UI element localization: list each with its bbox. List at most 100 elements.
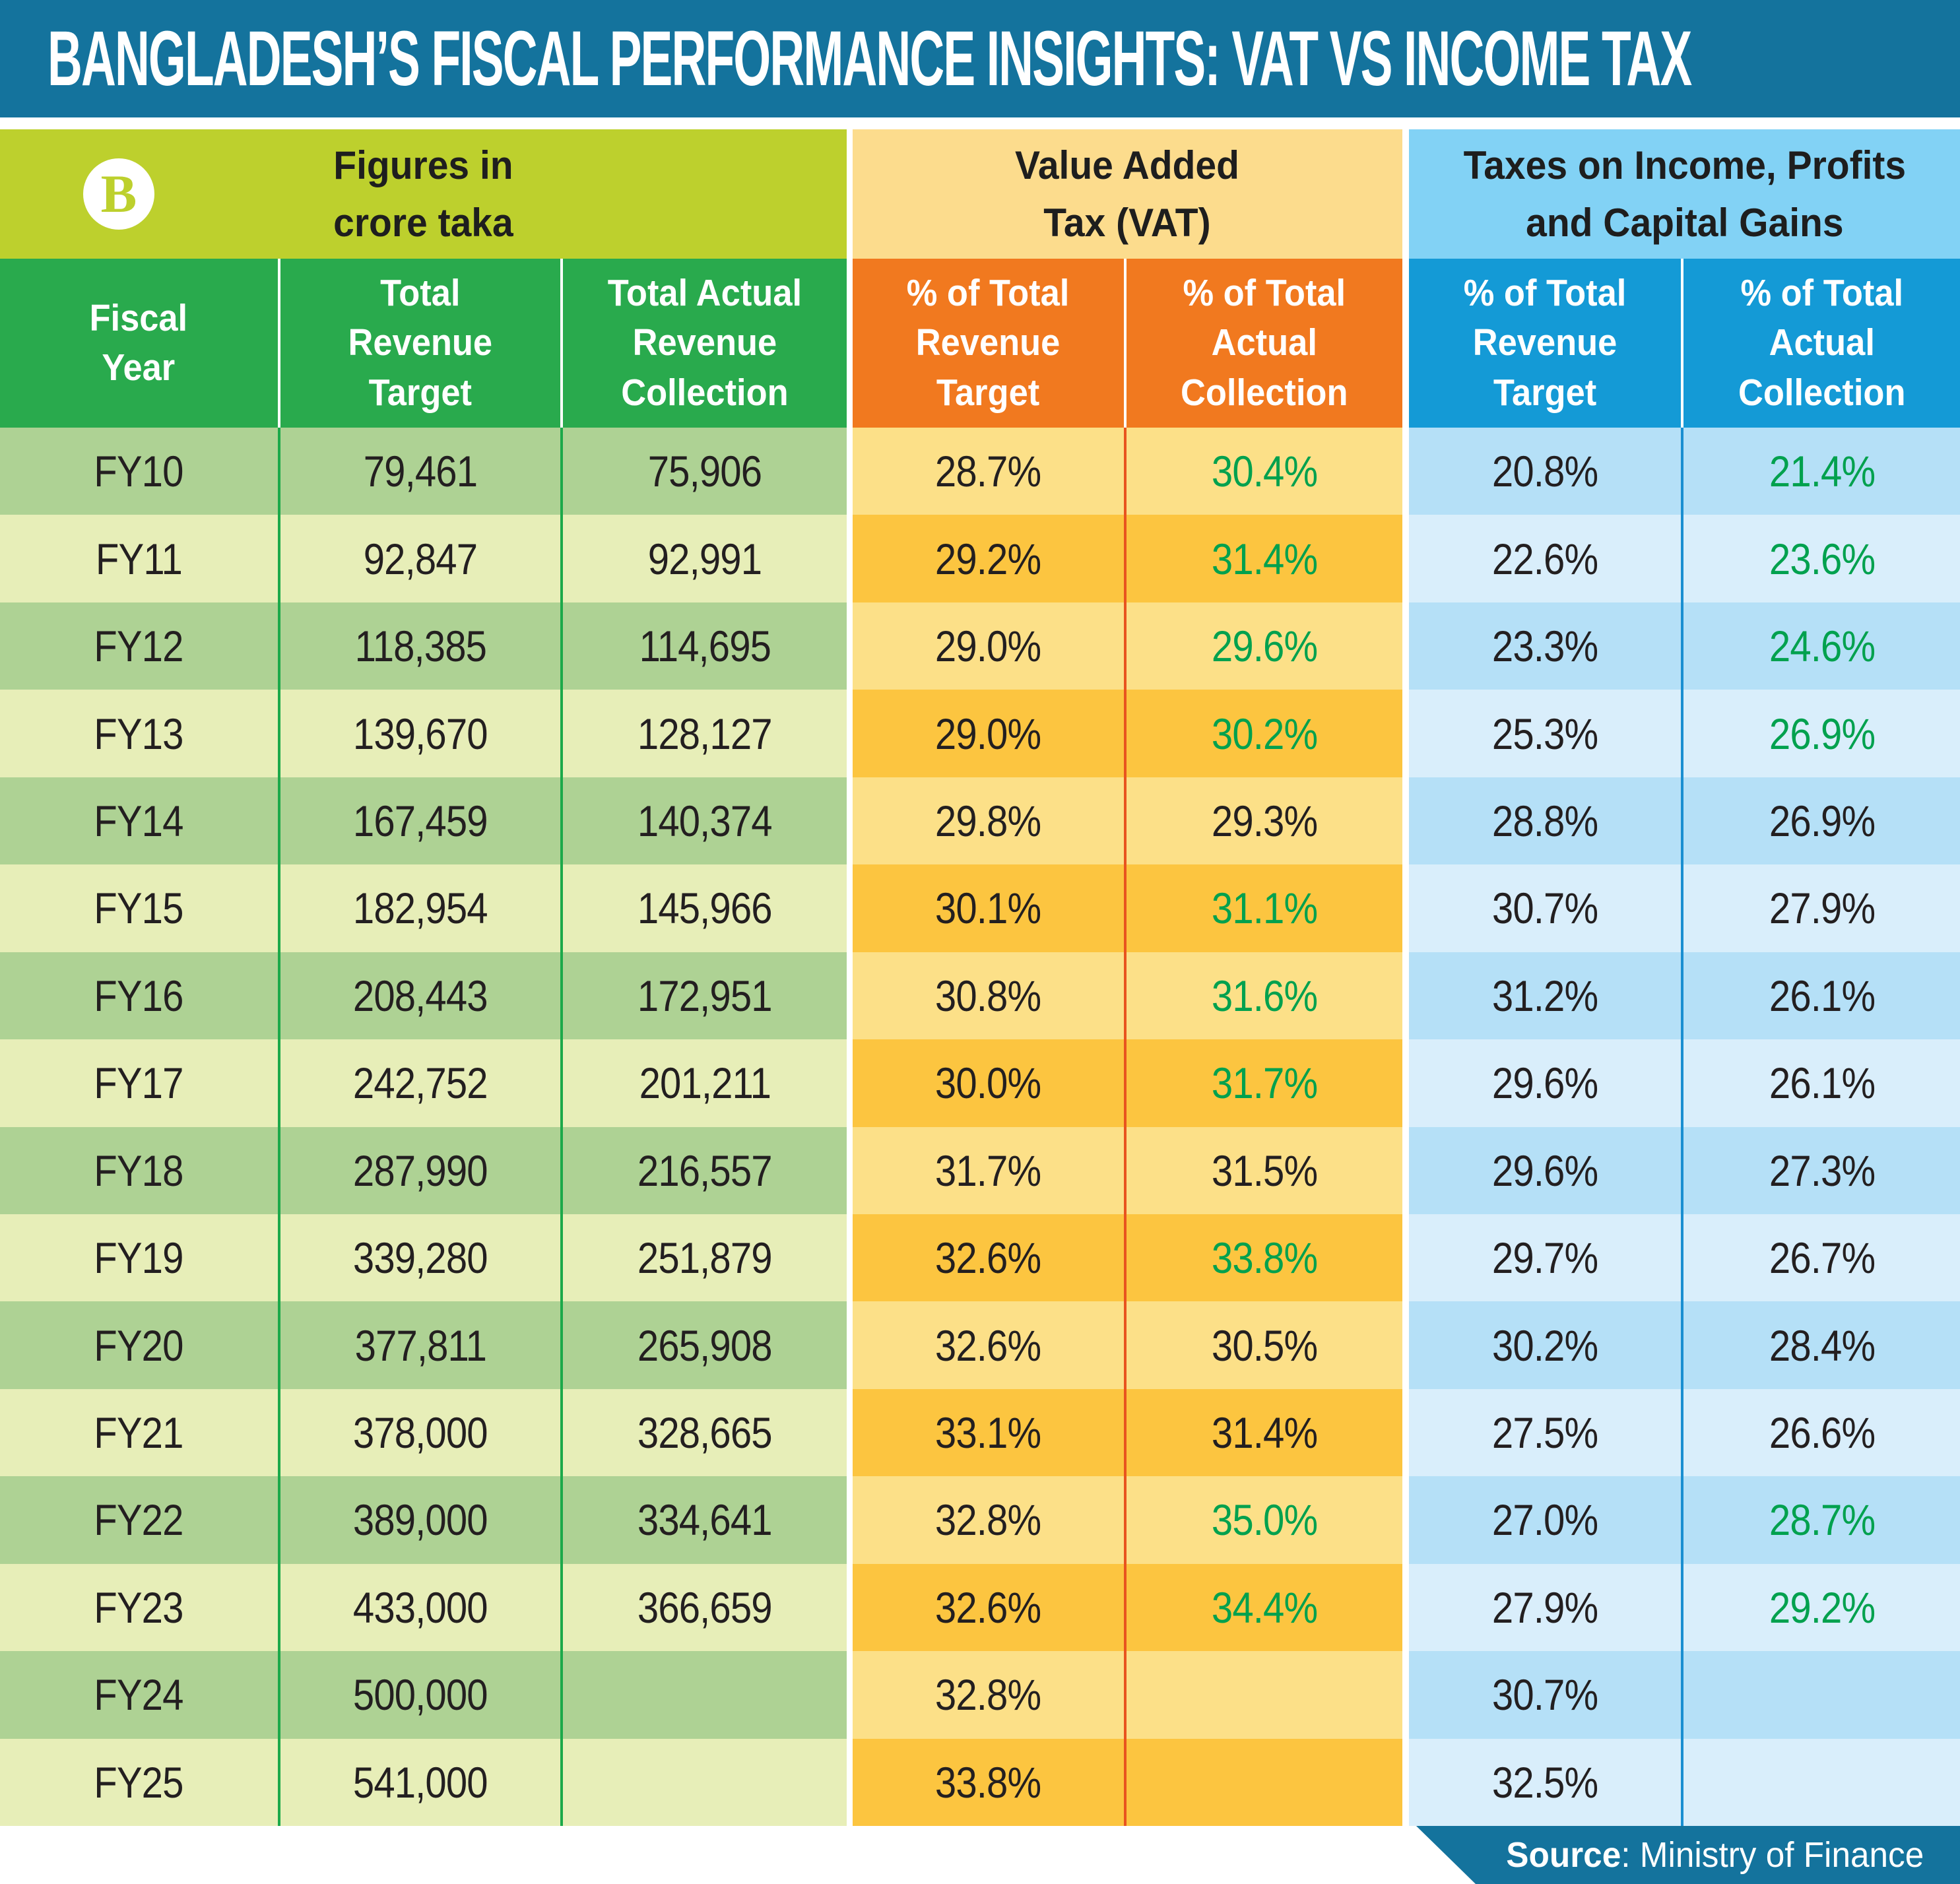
group-gap <box>1402 952 1409 1040</box>
cell-vat-pct-actual-collection: 31.4% <box>1127 515 1402 602</box>
cell-total-actual-revenue-collection: 251,879 <box>563 1214 847 1302</box>
column-header-income-pct-revenue-target: % of Total Revenue Target <box>1408 259 1684 428</box>
group-header-figures-label: Figures in crore taka <box>333 143 513 245</box>
cell-income-pct-revenue-target: 29.7% <box>1408 1214 1684 1302</box>
tbs-logo: B <box>83 158 154 230</box>
cell-total-actual-revenue-collection: 145,966 <box>563 864 847 952</box>
column-header-vat-pct-revenue-target: % of Total Revenue Target <box>852 259 1127 428</box>
cell-vat-pct-actual-collection: 30.2% <box>1127 690 1402 777</box>
cell-income-pct-revenue-target: 29.6% <box>1408 1039 1684 1127</box>
cell-fiscal-year: FY15 <box>0 864 280 952</box>
cell-total-revenue-target: 339,280 <box>280 1214 564 1302</box>
group-gap <box>1402 690 1409 777</box>
group-gap <box>1402 1039 1409 1127</box>
cell-vat-pct-actual-collection: 35.0% <box>1127 1476 1402 1564</box>
cell-income-pct-revenue-target: 20.8% <box>1408 428 1684 515</box>
cell-total-actual-revenue-collection: 334,641 <box>563 1476 847 1564</box>
cell-vat-pct-revenue-target: 32.8% <box>852 1651 1127 1739</box>
cell-income-pct-revenue-target: 28.8% <box>1408 777 1684 865</box>
group-header-vat: Value Added Tax (VAT) <box>852 129 1402 259</box>
cell-income-pct-revenue-target: 30.2% <box>1408 1301 1684 1389</box>
cell-total-actual-revenue-collection: 128,127 <box>563 690 847 777</box>
group-gap <box>846 129 853 259</box>
group-header-income-label: Taxes on Income, Profits and Capital Gai… <box>1463 143 1906 245</box>
cell-total-revenue-target: 118,385 <box>280 602 564 690</box>
column-header-label: % of Total Revenue Target <box>907 272 1070 414</box>
cell-income-pct-actual-collection: 26.6% <box>1683 1388 1960 1477</box>
group-gap <box>846 1126 853 1214</box>
cell-income-pct-actual-collection: 28.4% <box>1683 1301 1960 1389</box>
cell-income-pct-actual-collection: 26.1% <box>1683 1039 1960 1127</box>
group-gap <box>1402 1476 1409 1564</box>
group-gap <box>846 515 853 602</box>
column-header-label: Total Revenue Target <box>348 272 493 414</box>
cell-vat-pct-revenue-target: 33.1% <box>852 1388 1127 1477</box>
cell-total-actual-revenue-collection: 328,665 <box>563 1388 847 1477</box>
group-gap <box>846 602 853 690</box>
group-gap <box>1402 129 1409 259</box>
cell-fiscal-year: FY16 <box>0 952 280 1040</box>
group-gap <box>1402 1563 1409 1652</box>
cell-total-revenue-target: 139,670 <box>280 690 564 777</box>
cell-income-pct-revenue-target: 30.7% <box>1408 1651 1684 1739</box>
group-gap <box>846 1563 853 1652</box>
cell-vat-pct-revenue-target: 29.0% <box>852 602 1127 690</box>
cell-total-revenue-target: 377,811 <box>280 1301 564 1389</box>
group-gap <box>846 1651 853 1739</box>
page-title: BANGLADESH’S FISCAL PERFORMANCE INSIGHTS… <box>48 15 1692 102</box>
cell-total-revenue-target: 79,461 <box>280 428 564 515</box>
cell-fiscal-year: FY23 <box>0 1563 280 1652</box>
column-header-total-revenue-target: Total Revenue Target <box>280 259 564 428</box>
source-text: Source: Ministry of Finance <box>1506 1835 1924 1875</box>
cell-income-pct-actual-collection: 27.3% <box>1683 1126 1960 1214</box>
cell-vat-pct-revenue-target: 29.8% <box>852 777 1127 865</box>
cell-vat-pct-actual-collection: 29.3% <box>1127 777 1402 865</box>
cell-vat-pct-revenue-target: 32.6% <box>852 1214 1127 1302</box>
cell-vat-pct-actual-collection: 31.4% <box>1127 1388 1402 1477</box>
cell-vat-pct-revenue-target: 28.7% <box>852 428 1127 515</box>
cell-total-actual-revenue-collection: 114,695 <box>563 602 847 690</box>
source-label: Source <box>1506 1835 1621 1875</box>
cell-income-pct-revenue-target: 32.5% <box>1408 1738 1684 1826</box>
cell-vat-pct-actual-collection: 31.6% <box>1127 952 1402 1040</box>
column-header-label: % of Total Actual Collection <box>1181 272 1348 414</box>
cell-vat-pct-revenue-target: 33.8% <box>852 1738 1127 1826</box>
cell-income-pct-actual-collection: 26.9% <box>1683 690 1960 777</box>
cell-income-pct-revenue-target: 22.6% <box>1408 515 1684 602</box>
cell-income-pct-actual-collection: 28.7% <box>1683 1476 1960 1564</box>
cell-fiscal-year: FY12 <box>0 602 280 690</box>
column-header-label: % of Total Revenue Target <box>1463 272 1627 414</box>
group-gap <box>846 428 853 515</box>
cell-vat-pct-revenue-target: 32.6% <box>852 1301 1127 1389</box>
group-gap <box>846 1388 853 1477</box>
cell-total-actual-revenue-collection: 201,211 <box>563 1039 847 1127</box>
cell-fiscal-year: FY17 <box>0 1039 280 1127</box>
cell-fiscal-year: FY24 <box>0 1651 280 1739</box>
cell-total-actual-revenue-collection: 75,906 <box>563 428 847 515</box>
cell-total-actual-revenue-collection: 216,557 <box>563 1126 847 1214</box>
cell-fiscal-year: FY18 <box>0 1126 280 1214</box>
cell-total-revenue-target: 182,954 <box>280 864 564 952</box>
group-gap <box>1402 864 1409 952</box>
cell-vat-pct-actual-collection: 33.8% <box>1127 1214 1402 1302</box>
cell-total-revenue-target: 208,443 <box>280 952 564 1040</box>
cell-fiscal-year: FY10 <box>0 428 280 515</box>
cell-vat-pct-revenue-target: 32.6% <box>852 1563 1127 1652</box>
cell-income-pct-revenue-target: 29.6% <box>1408 1126 1684 1214</box>
group-gap <box>1402 515 1409 602</box>
cell-vat-pct-actual-collection <box>1127 1651 1402 1739</box>
data-table: B Figures in crore taka Value Added Tax … <box>0 129 1960 1826</box>
cell-total-actual-revenue-collection: 366,659 <box>563 1563 847 1652</box>
cell-total-revenue-target: 242,752 <box>280 1039 564 1127</box>
cell-total-actual-revenue-collection: 172,951 <box>563 952 847 1040</box>
cell-total-revenue-target: 389,000 <box>280 1476 564 1564</box>
cell-income-pct-actual-collection: 23.6% <box>1683 515 1960 602</box>
cell-fiscal-year: FY22 <box>0 1476 280 1564</box>
title-bar: BANGLADESH’S FISCAL PERFORMANCE INSIGHTS… <box>0 0 1960 117</box>
cell-vat-pct-revenue-target: 30.8% <box>852 952 1127 1040</box>
cell-vat-pct-actual-collection: 30.4% <box>1127 428 1402 515</box>
column-header-label: % of Total Actual Collection <box>1738 272 1906 414</box>
cell-income-pct-actual-collection: 29.2% <box>1683 1563 1960 1652</box>
cell-income-pct-revenue-target: 27.0% <box>1408 1476 1684 1564</box>
cell-income-pct-actual-collection: 26.1% <box>1683 952 1960 1040</box>
